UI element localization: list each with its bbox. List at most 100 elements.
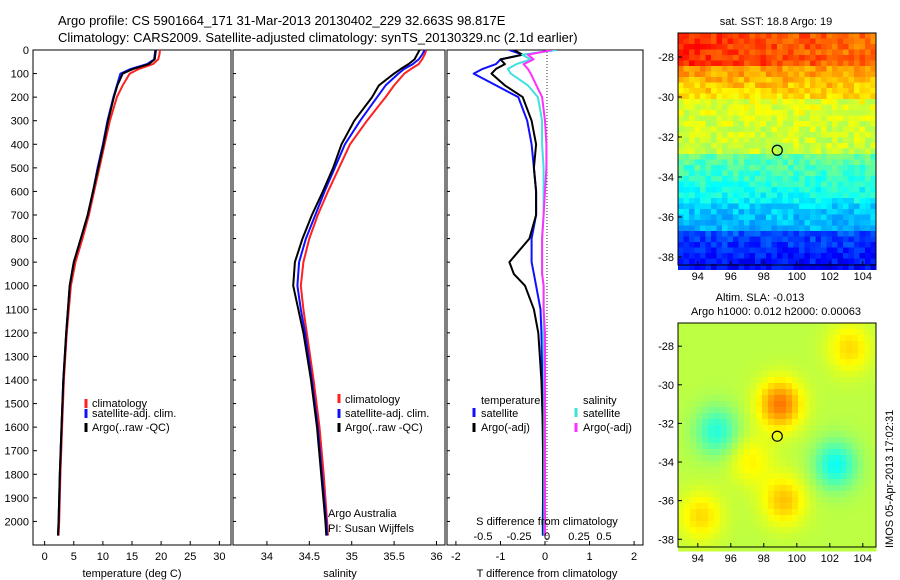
heatmap-cell xyxy=(848,209,855,215)
heatmap-cell xyxy=(678,49,684,56)
heatmap-cell xyxy=(749,60,756,67)
heatmap-cell xyxy=(678,132,684,138)
heatmap-cell xyxy=(822,503,829,510)
heatmap-cell xyxy=(696,377,703,384)
heatmap-cell xyxy=(826,71,833,78)
heatmap-cell xyxy=(859,55,866,61)
heatmap-cell xyxy=(722,110,728,116)
heatmap-cell xyxy=(843,93,849,100)
heatmap-cell xyxy=(733,38,739,45)
heatmap-cell xyxy=(733,93,739,100)
heatmap-cell xyxy=(700,104,706,111)
heatmap-cell xyxy=(799,159,805,166)
heatmap-cell xyxy=(720,509,727,516)
map-y-tick-label: -36 xyxy=(658,212,674,224)
heatmap-cell xyxy=(678,455,685,462)
heatmap-cell xyxy=(702,389,709,396)
heatmap-cell xyxy=(864,443,871,450)
heatmap-cell xyxy=(837,242,844,248)
heatmap-cell xyxy=(859,82,866,89)
heatmap-cell xyxy=(840,401,847,408)
heatmap-cell xyxy=(689,121,695,127)
heatmap-cell xyxy=(733,170,739,177)
s-difference-ticks: -0.5 -0.25 0 0.25 0.5 xyxy=(474,531,612,543)
heatmap-cell xyxy=(804,323,811,330)
heatmap-cell xyxy=(766,236,772,243)
heatmap-cell xyxy=(726,509,733,516)
heatmap-cell xyxy=(834,425,841,432)
heatmap-cell xyxy=(768,383,775,390)
heatmap-cell xyxy=(694,225,701,232)
heatmap-cell xyxy=(762,383,769,390)
depth-tick-label: 1200 xyxy=(5,328,29,340)
map-x-tick-label: 102 xyxy=(821,271,839,283)
heatmap-cell xyxy=(840,545,847,552)
heatmap-cell xyxy=(843,220,849,226)
heatmap-cell xyxy=(771,225,778,232)
temperature-panel-frame xyxy=(32,49,232,546)
heatmap-cell xyxy=(804,431,811,438)
heatmap-cell xyxy=(749,99,756,105)
heatmap-cell xyxy=(837,176,844,182)
heatmap-cell xyxy=(788,242,794,248)
heatmap-cell xyxy=(810,503,817,510)
heatmap-cell xyxy=(702,461,709,468)
heatmap-cell xyxy=(826,176,833,182)
heatmap-cell xyxy=(716,137,723,144)
heatmap-cell xyxy=(722,203,728,210)
heatmap-cell xyxy=(786,503,793,510)
heatmap-cell xyxy=(865,93,871,100)
heatmap-cell xyxy=(832,176,838,182)
heatmap-cell xyxy=(711,77,717,83)
heatmap-cell xyxy=(832,71,838,78)
heatmap-cell xyxy=(714,365,721,372)
heatmap-cell xyxy=(722,170,728,177)
heatmap-cell xyxy=(810,545,817,552)
heatmap-cell xyxy=(749,264,756,270)
heatmap-cell xyxy=(684,323,691,330)
heatmap-cell xyxy=(834,533,841,540)
heatmap-cell xyxy=(816,413,823,420)
heatmap-cell xyxy=(810,225,816,232)
heatmap-cell xyxy=(727,71,734,78)
x-tick-label: 20 xyxy=(155,551,167,563)
heatmap-cell xyxy=(727,159,734,166)
heatmap-cell xyxy=(858,521,865,528)
heatmap-cell xyxy=(810,99,816,105)
heatmap-cell xyxy=(815,176,822,182)
heatmap-cell xyxy=(846,467,853,474)
heatmap-cell xyxy=(792,329,799,336)
heatmap-cell xyxy=(702,497,709,504)
heatmap-cell xyxy=(732,419,739,426)
heatmap-cell xyxy=(837,209,844,215)
heatmap-cell xyxy=(810,154,816,160)
heatmap-cell xyxy=(771,126,778,133)
heatmap-cell xyxy=(870,401,877,408)
heatmap-cell xyxy=(854,176,860,182)
heatmap-cell xyxy=(771,187,778,193)
heatmap-cell xyxy=(696,419,703,426)
heatmap-cell xyxy=(843,170,849,177)
heatmap-cell xyxy=(834,503,841,510)
heatmap-cell xyxy=(816,521,823,528)
heatmap-cell xyxy=(804,258,811,265)
heatmap-cell xyxy=(744,521,751,528)
heatmap-cell xyxy=(854,132,860,138)
heatmap-cell xyxy=(810,192,816,199)
heatmap-cell xyxy=(859,214,866,221)
heatmap-cell xyxy=(799,253,805,259)
heatmap-cell xyxy=(766,126,772,133)
heatmap-cell xyxy=(683,242,690,248)
heatmap-cell xyxy=(722,99,728,105)
heatmap-cell xyxy=(864,377,871,384)
heatmap-cell xyxy=(782,170,789,177)
heatmap-cell xyxy=(694,159,701,166)
heatmap-cell xyxy=(865,104,871,111)
heatmap-cell xyxy=(708,497,715,504)
heatmap-cell xyxy=(766,220,772,226)
heatmap-cell xyxy=(854,264,860,270)
heatmap-cell xyxy=(732,329,739,336)
heatmap-cell xyxy=(832,143,838,149)
heatmap-cell xyxy=(727,60,734,67)
heatmap-cell xyxy=(714,479,721,486)
